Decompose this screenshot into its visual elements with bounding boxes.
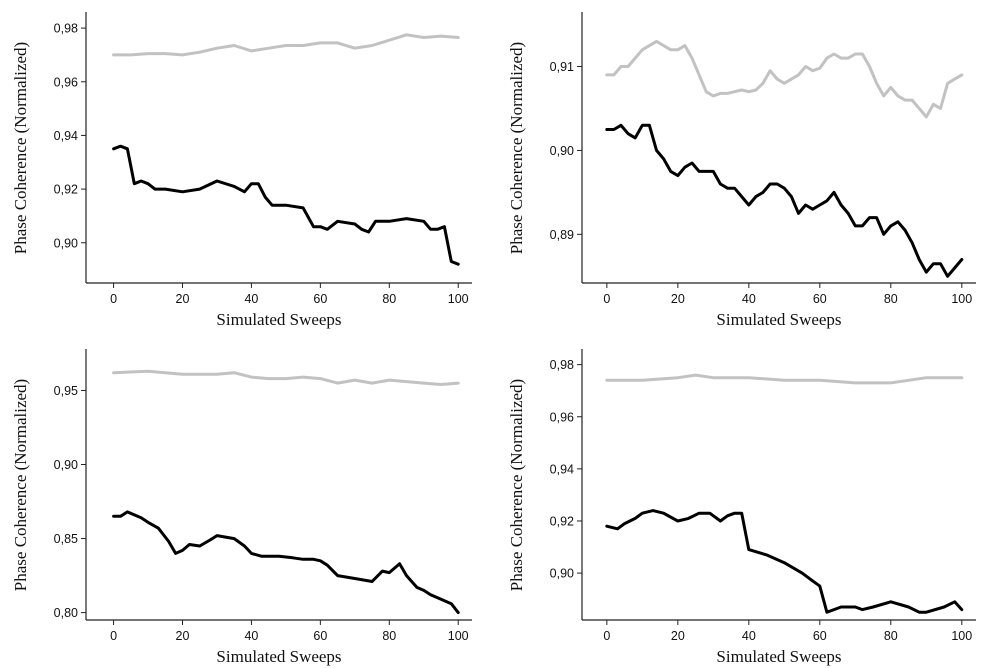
y-tick-label: 0,96 [550,410,574,424]
chart-panel-1: 0 20 40 60 80 100 0,90 0,92 0,94 0,96 0,98 Simulate… [11,12,472,329]
x-tick-label: 0 [110,629,117,643]
x-tick-label: 40 [244,629,258,643]
x-tick-label: 0 [110,292,117,306]
x-tick-label: 60 [313,292,327,306]
chart-panel-3: 0 20 40 60 80 100 0,80 0,85 0,90 0,95 Simulated Sw… [11,349,472,666]
y-tick-label: 0,98 [550,358,574,372]
y-axis-title: Phase Coherence (Normalized) [11,42,30,254]
x-tick-label: 100 [951,292,972,306]
y-tick-label: 0,85 [54,532,78,546]
series-line-2 [605,509,964,614]
x-tick-label: 20 [176,292,190,306]
x-tick-label: 100 [448,292,469,306]
y-tick-label: 0,95 [54,384,78,398]
series-line-1 [112,369,460,386]
series-line-1 [112,33,460,57]
y-axis-title: Phase Coherence (Normalized) [507,379,526,591]
y-tick-label: 0,92 [550,514,574,528]
x-tick-label: 40 [742,292,756,306]
chart-panel-2: 0 20 40 60 80 100 0,89 0,90 0,91 Simulated Sweeps… [507,12,976,329]
y-tick-label: 0,96 [54,75,78,89]
y-tick-label: 0,94 [54,129,78,143]
x-tick-label: 20 [671,292,685,306]
series-line-1 [605,373,964,385]
x-tick-label: 100 [448,629,469,643]
y-tick-label: 0,98 [54,22,78,36]
x-tick-label: 20 [671,629,685,643]
y-tick-label: 0,80 [54,606,78,620]
x-tick-label: 40 [244,292,258,306]
y-axis-title: Phase Coherence (Normalized) [507,42,526,254]
y-tick-label: 0,90 [54,458,78,472]
x-tick-label: 80 [884,292,898,306]
y-tick-label: 0,90 [550,567,574,581]
y-axis-title: Phase Coherence (Normalized) [11,379,30,591]
x-tick-label: 80 [382,629,396,643]
series-line-1 [605,39,964,119]
y-tick-label: 0,91 [550,60,574,74]
series-line-2 [605,123,964,278]
x-tick-label: 60 [813,629,827,643]
x-tick-label: 80 [884,629,898,643]
x-axis-title: Simulated Sweeps [716,647,841,666]
y-tick-label: 0,94 [550,462,574,476]
x-tick-label: 0 [603,292,610,306]
x-axis-title: Simulated Sweeps [216,310,341,329]
y-tick-label: 0,92 [54,183,78,197]
y-tick-label: 0,90 [54,236,78,250]
x-tick-label: 60 [313,629,327,643]
x-tick-label: 100 [951,629,972,643]
x-axis-title: Simulated Sweeps [716,310,841,329]
x-tick-label: 0 [603,629,610,643]
x-axis-title: Simulated Sweeps [216,647,341,666]
x-tick-label: 60 [813,292,827,306]
x-tick-label: 80 [382,292,396,306]
y-tick-label: 0,89 [550,228,574,242]
series-line-2 [112,144,460,266]
chart-panel-4: 0 20 40 60 80 100 0,90 0,92 0,94 0,96 0,98 Simulate… [507,349,976,666]
series-line-2 [112,510,460,615]
y-tick-label: 0,90 [550,144,574,158]
x-tick-label: 40 [742,629,756,643]
x-tick-label: 20 [176,629,190,643]
